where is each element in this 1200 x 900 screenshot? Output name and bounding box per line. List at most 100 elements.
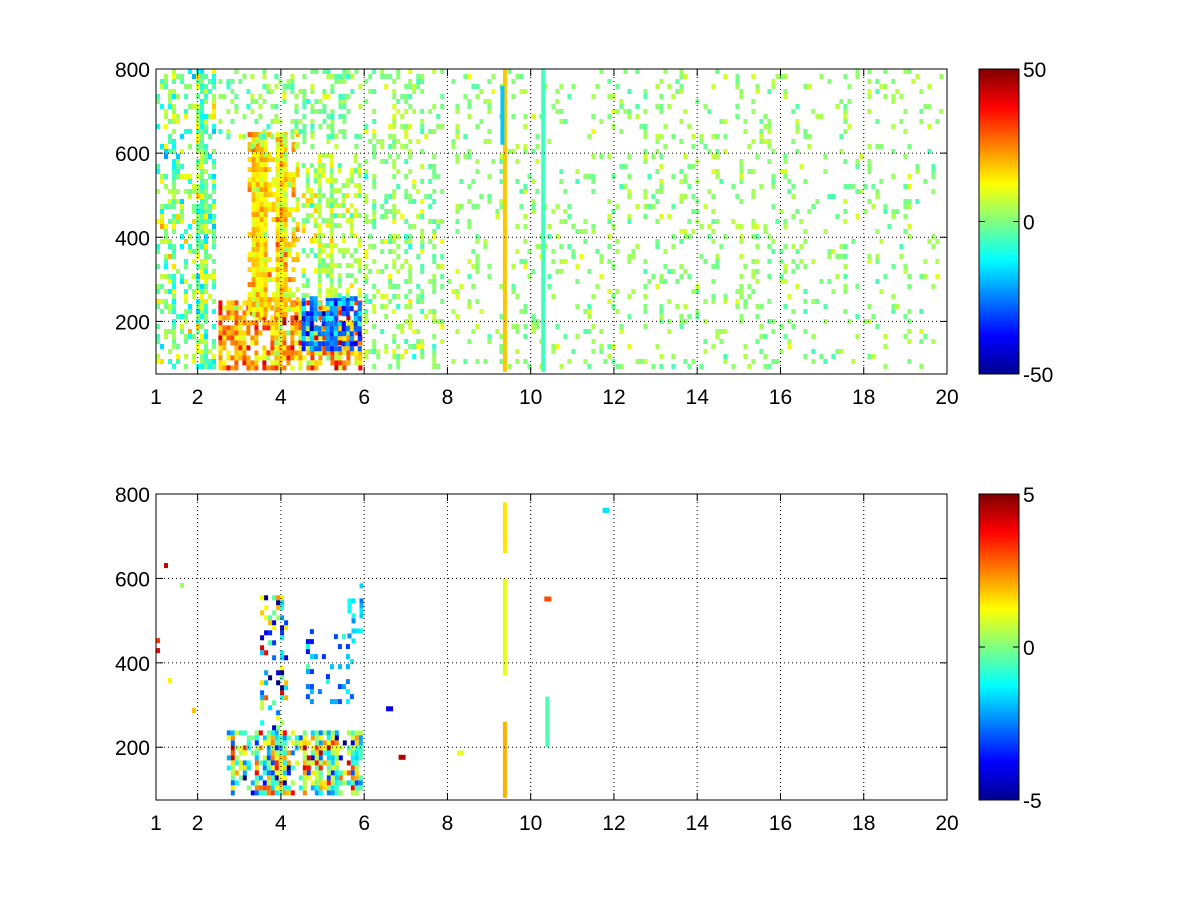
top-heatmap-cell bbox=[357, 326, 362, 332]
top-heatmap-cell bbox=[499, 179, 504, 184]
bottom-heatmap-cell bbox=[314, 730, 319, 736]
top-heatmap-cell bbox=[342, 94, 347, 99]
top-heatmap-cell bbox=[325, 268, 330, 274]
top-heatmap-cell bbox=[259, 272, 264, 278]
top-heatmap-cell bbox=[931, 339, 936, 344]
top-heatmap-cell bbox=[380, 139, 385, 144]
top-heatmap-cell bbox=[345, 293, 350, 299]
bottom-heatmap-cell bbox=[330, 745, 335, 751]
top-heatmap-cell bbox=[350, 320, 355, 326]
top-heatmap-cell bbox=[204, 264, 208, 269]
top-heatmap-cell bbox=[283, 162, 288, 168]
top-heatmap-cell bbox=[357, 316, 362, 322]
top-heatmap-cell bbox=[274, 320, 279, 326]
top-heatmap-cell bbox=[329, 273, 334, 279]
top-heatmap-cell bbox=[627, 214, 632, 219]
top-heatmap-cell bbox=[354, 360, 359, 366]
top-heatmap-cell bbox=[791, 309, 796, 314]
bottom-heatmap-cell bbox=[264, 695, 269, 701]
top-heatmap-cell bbox=[519, 309, 524, 314]
bottom-heatmap-cell bbox=[278, 750, 283, 756]
bottom-heatmap-cell bbox=[326, 745, 331, 751]
bottom-heatmap-cell bbox=[230, 770, 235, 776]
top-plot-area bbox=[155, 68, 948, 375]
top-heatmap-cell bbox=[349, 341, 354, 347]
top-heatmap-cell bbox=[212, 124, 216, 129]
top-x-tick-label: 12 bbox=[602, 386, 625, 409]
top-heatmap-cell bbox=[358, 84, 363, 89]
top-heatmap-cell bbox=[212, 244, 216, 249]
bottom-heatmap-cell bbox=[230, 745, 235, 751]
top-heatmap-cell bbox=[751, 99, 756, 104]
top-heatmap-cell bbox=[515, 159, 520, 164]
top-heatmap-cell bbox=[735, 299, 740, 304]
top-heatmap-cell bbox=[735, 74, 740, 79]
top-heatmap-cell bbox=[278, 325, 283, 331]
bottom-heatmap-cell bbox=[238, 750, 243, 756]
top-heatmap-cell bbox=[607, 154, 612, 159]
top-heatmap-cell bbox=[751, 234, 756, 239]
top-heatmap-cell bbox=[317, 331, 322, 337]
top-heatmap-cell bbox=[420, 309, 425, 314]
top-heatmap-cell bbox=[787, 339, 792, 344]
top-heatmap-cell bbox=[279, 232, 284, 238]
top-heatmap-cell bbox=[803, 84, 808, 89]
top-heatmap-cell bbox=[196, 349, 200, 354]
top-heatmap-cell bbox=[246, 310, 251, 316]
top-heatmap-cell bbox=[310, 360, 315, 366]
bottom-heatmap-cell bbox=[350, 770, 355, 776]
top-heatmap-cell bbox=[353, 316, 358, 322]
top-heatmap-cell bbox=[266, 320, 271, 326]
top-heatmap-cell bbox=[275, 277, 280, 283]
bottom-heatmap-cell bbox=[326, 740, 331, 746]
top-heatmap-cell bbox=[855, 214, 860, 219]
top-heatmap-cell bbox=[234, 109, 239, 114]
bottom-heatmap-cell bbox=[350, 735, 355, 741]
top-heatmap-cell bbox=[168, 244, 172, 249]
top-heatmap-cell bbox=[298, 310, 303, 316]
top-heatmap-cell bbox=[771, 204, 776, 209]
top-heatmap-cell bbox=[671, 174, 676, 179]
top-heatmap-cell bbox=[396, 154, 401, 159]
top-heatmap-cell bbox=[164, 174, 168, 179]
top-heatmap-cell bbox=[795, 264, 800, 269]
top-heatmap-cell bbox=[349, 223, 354, 229]
top-heatmap-cell bbox=[204, 214, 208, 219]
bottom-heatmap-cell bbox=[258, 760, 263, 766]
top-heatmap-cell bbox=[290, 325, 295, 331]
top-heatmap-cell bbox=[831, 194, 836, 199]
top-heatmap-cell bbox=[843, 244, 848, 249]
top-heatmap-cell bbox=[571, 254, 576, 259]
top-heatmap-cell bbox=[283, 157, 288, 163]
top-heatmap-cell bbox=[309, 311, 314, 317]
top-heatmap-cell bbox=[357, 238, 362, 244]
top-heatmap-cell bbox=[200, 69, 204, 74]
top-heatmap-cell bbox=[302, 355, 307, 361]
top-heatmap-cell bbox=[803, 289, 808, 294]
bottom-heatmap-cell bbox=[313, 654, 318, 660]
top-heatmap-cell bbox=[372, 219, 377, 224]
top-heatmap-cell bbox=[282, 335, 287, 341]
top-heatmap-cell bbox=[763, 124, 768, 129]
top-heatmap-cell bbox=[301, 293, 306, 299]
top-heatmap-cell bbox=[408, 279, 413, 284]
top-heatmap-cell bbox=[218, 325, 223, 331]
top-heatmap-cell bbox=[283, 147, 288, 153]
top-heatmap-cell bbox=[440, 124, 445, 129]
bottom-heatmap-cell bbox=[286, 765, 291, 771]
top-heatmap-cell bbox=[338, 350, 343, 356]
top-heatmap-cell bbox=[527, 174, 532, 179]
top-heatmap-cell bbox=[388, 239, 393, 244]
top-heatmap-cell bbox=[230, 365, 235, 371]
top-heatmap-cell bbox=[667, 319, 672, 324]
top-heatmap-cell bbox=[380, 269, 385, 274]
bottom-heatmap-cell bbox=[354, 750, 359, 756]
top-heatmap-cell bbox=[212, 104, 216, 109]
top-heatmap-cell bbox=[282, 345, 287, 351]
top-heatmap-cell bbox=[313, 311, 318, 317]
bottom-heatmap-cell bbox=[347, 598, 352, 604]
top-heatmap-cell bbox=[372, 154, 377, 159]
top-heatmap-cell bbox=[274, 360, 279, 366]
top-heatmap-cell bbox=[218, 315, 223, 321]
